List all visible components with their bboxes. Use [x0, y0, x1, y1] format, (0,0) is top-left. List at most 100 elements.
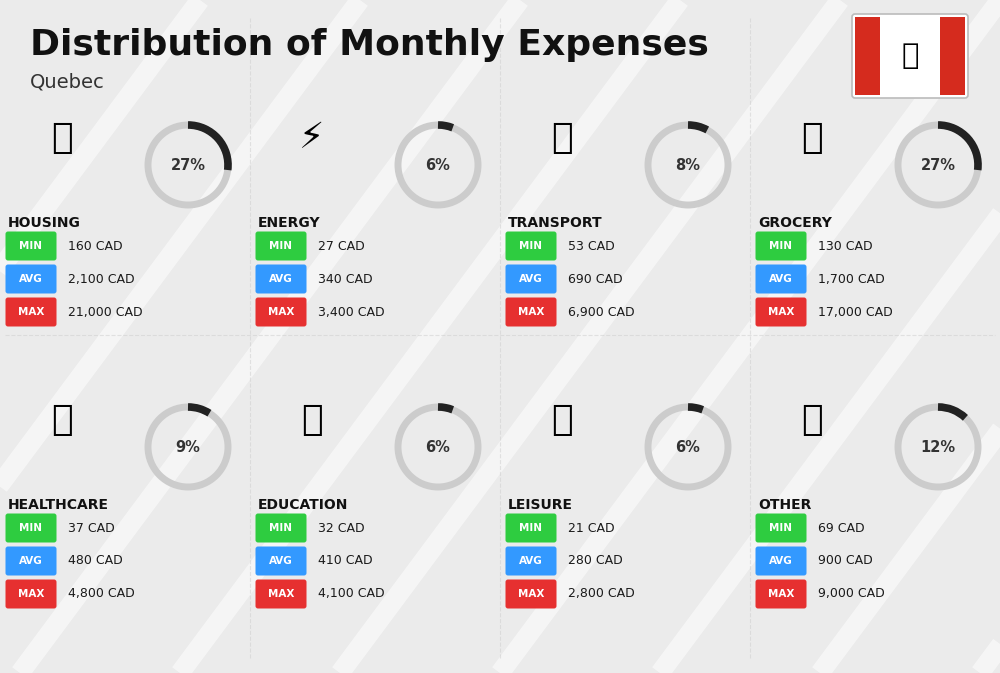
Text: MAX: MAX: [768, 307, 794, 317]
Text: MIN: MIN: [270, 241, 292, 251]
Text: AVG: AVG: [19, 274, 43, 284]
Text: 21,000 CAD: 21,000 CAD: [68, 306, 143, 318]
FancyBboxPatch shape: [256, 579, 307, 608]
Text: 27%: 27%: [920, 157, 955, 172]
FancyBboxPatch shape: [6, 546, 57, 575]
Text: MAX: MAX: [18, 307, 44, 317]
FancyBboxPatch shape: [256, 546, 307, 575]
Text: AVG: AVG: [519, 274, 543, 284]
Text: ⚡: ⚡: [299, 121, 325, 155]
Text: EDUCATION: EDUCATION: [258, 498, 348, 512]
Text: 🏢: 🏢: [51, 121, 73, 155]
Text: AVG: AVG: [19, 556, 43, 566]
FancyBboxPatch shape: [506, 546, 556, 575]
Text: LEISURE: LEISURE: [508, 498, 573, 512]
Text: MIN: MIN: [270, 523, 292, 533]
FancyBboxPatch shape: [506, 264, 556, 293]
Text: MIN: MIN: [20, 523, 42, 533]
Text: 2,800 CAD: 2,800 CAD: [568, 588, 635, 600]
Text: Quebec: Quebec: [30, 73, 105, 92]
Text: AVG: AVG: [769, 556, 793, 566]
Text: MAX: MAX: [518, 589, 544, 599]
FancyBboxPatch shape: [6, 297, 57, 326]
Text: MIN: MIN: [770, 523, 792, 533]
Text: 1,700 CAD: 1,700 CAD: [818, 273, 885, 285]
Text: MAX: MAX: [268, 589, 294, 599]
FancyBboxPatch shape: [6, 264, 57, 293]
Text: 🚌: 🚌: [551, 121, 573, 155]
Text: 410 CAD: 410 CAD: [318, 555, 373, 567]
Text: 2,100 CAD: 2,100 CAD: [68, 273, 135, 285]
Text: HOUSING: HOUSING: [8, 216, 81, 230]
Text: TRANSPORT: TRANSPORT: [508, 216, 603, 230]
Text: 4,100 CAD: 4,100 CAD: [318, 588, 385, 600]
Text: 480 CAD: 480 CAD: [68, 555, 123, 567]
Text: 9%: 9%: [176, 439, 200, 454]
Text: AVG: AVG: [769, 274, 793, 284]
FancyBboxPatch shape: [506, 297, 556, 326]
Text: 8%: 8%: [676, 157, 700, 172]
FancyBboxPatch shape: [756, 264, 806, 293]
Text: ENERGY: ENERGY: [258, 216, 321, 230]
Text: MIN: MIN: [770, 241, 792, 251]
FancyBboxPatch shape: [6, 513, 57, 542]
FancyBboxPatch shape: [756, 232, 806, 260]
Text: MAX: MAX: [268, 307, 294, 317]
Text: 17,000 CAD: 17,000 CAD: [818, 306, 893, 318]
Text: 🛍: 🛍: [551, 403, 573, 437]
Text: 32 CAD: 32 CAD: [318, 522, 365, 534]
Text: AVG: AVG: [519, 556, 543, 566]
Text: 340 CAD: 340 CAD: [318, 273, 373, 285]
Text: Distribution of Monthly Expenses: Distribution of Monthly Expenses: [30, 28, 709, 62]
FancyBboxPatch shape: [940, 17, 965, 95]
Text: 6%: 6%: [426, 157, 450, 172]
Text: 900 CAD: 900 CAD: [818, 555, 873, 567]
Text: 690 CAD: 690 CAD: [568, 273, 623, 285]
Text: 9,000 CAD: 9,000 CAD: [818, 588, 885, 600]
Text: OTHER: OTHER: [758, 498, 811, 512]
FancyBboxPatch shape: [756, 297, 806, 326]
Text: 160 CAD: 160 CAD: [68, 240, 123, 252]
FancyBboxPatch shape: [256, 513, 307, 542]
Text: 🎓: 🎓: [301, 403, 323, 437]
FancyBboxPatch shape: [855, 17, 880, 95]
Text: 27 CAD: 27 CAD: [318, 240, 365, 252]
Text: 4,800 CAD: 4,800 CAD: [68, 588, 135, 600]
FancyBboxPatch shape: [756, 546, 806, 575]
FancyBboxPatch shape: [256, 297, 307, 326]
Text: 💰: 💰: [801, 403, 823, 437]
Text: 6,900 CAD: 6,900 CAD: [568, 306, 635, 318]
Text: 6%: 6%: [676, 439, 700, 454]
Text: MAX: MAX: [768, 589, 794, 599]
Text: 💓: 💓: [51, 403, 73, 437]
FancyBboxPatch shape: [506, 513, 556, 542]
FancyBboxPatch shape: [756, 513, 806, 542]
Text: 69 CAD: 69 CAD: [818, 522, 865, 534]
Text: MIN: MIN: [520, 523, 542, 533]
FancyBboxPatch shape: [256, 232, 307, 260]
Text: 37 CAD: 37 CAD: [68, 522, 115, 534]
Text: MIN: MIN: [520, 241, 542, 251]
Text: 280 CAD: 280 CAD: [568, 555, 623, 567]
Text: 6%: 6%: [426, 439, 450, 454]
Text: AVG: AVG: [269, 274, 293, 284]
FancyBboxPatch shape: [506, 232, 556, 260]
FancyBboxPatch shape: [852, 14, 968, 98]
Text: 130 CAD: 130 CAD: [818, 240, 873, 252]
Text: HEALTHCARE: HEALTHCARE: [8, 498, 109, 512]
FancyBboxPatch shape: [506, 579, 556, 608]
Text: MAX: MAX: [518, 307, 544, 317]
Text: 3,400 CAD: 3,400 CAD: [318, 306, 385, 318]
Text: MAX: MAX: [18, 589, 44, 599]
FancyBboxPatch shape: [756, 579, 806, 608]
Text: 21 CAD: 21 CAD: [568, 522, 615, 534]
Text: 🍁: 🍁: [901, 42, 919, 70]
FancyBboxPatch shape: [6, 579, 57, 608]
Text: MIN: MIN: [20, 241, 42, 251]
Text: GROCERY: GROCERY: [758, 216, 832, 230]
Text: AVG: AVG: [269, 556, 293, 566]
FancyBboxPatch shape: [6, 232, 57, 260]
FancyBboxPatch shape: [256, 264, 307, 293]
Text: 12%: 12%: [920, 439, 956, 454]
Text: 53 CAD: 53 CAD: [568, 240, 615, 252]
